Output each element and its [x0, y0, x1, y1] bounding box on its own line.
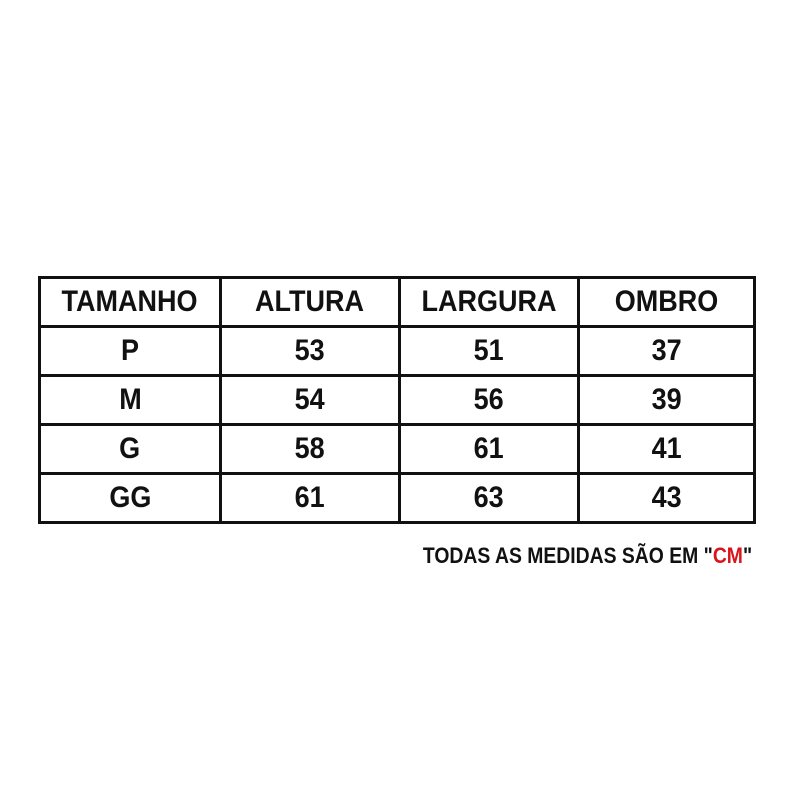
size-cell: GG	[38, 472, 222, 524]
table-row: M 54 56 39	[38, 374, 756, 426]
header-cell: LARGURA	[398, 276, 580, 328]
value-cell: 53	[219, 325, 401, 377]
table-header-row: TAMANHO ALTURA LARGURA OMBRO	[38, 276, 756, 328]
value-cell: 63	[398, 472, 580, 524]
value-cell: 61	[219, 472, 401, 524]
measurement-unit-note: TODAS AS MEDIDAS SÃO EM "CM"	[422, 543, 752, 568]
value-cell: 51	[398, 325, 580, 377]
value-cell: 56	[398, 374, 580, 426]
header-cell: OMBRO	[577, 276, 756, 328]
header-cell: ALTURA	[219, 276, 401, 328]
table-row: G 58 61 41	[38, 423, 756, 475]
unit-highlight: CM	[712, 543, 743, 568]
value-cell: 54	[219, 374, 401, 426]
value-cell: 37	[577, 325, 756, 377]
value-cell: 39	[577, 374, 756, 426]
value-cell: 58	[219, 423, 401, 475]
size-cell: M	[38, 374, 222, 426]
value-cell: 41	[577, 423, 756, 475]
header-cell: TAMANHO	[38, 276, 222, 328]
value-cell: 61	[398, 423, 580, 475]
table-row: P 53 51 37	[38, 325, 756, 377]
size-cell: G	[38, 423, 222, 475]
size-table: TAMANHO ALTURA LARGURA OMBRO P 53 51 37 …	[38, 276, 756, 524]
value-cell: 43	[577, 472, 756, 524]
size-cell: P	[38, 325, 222, 377]
table-row: GG 61 63 43	[38, 472, 756, 524]
